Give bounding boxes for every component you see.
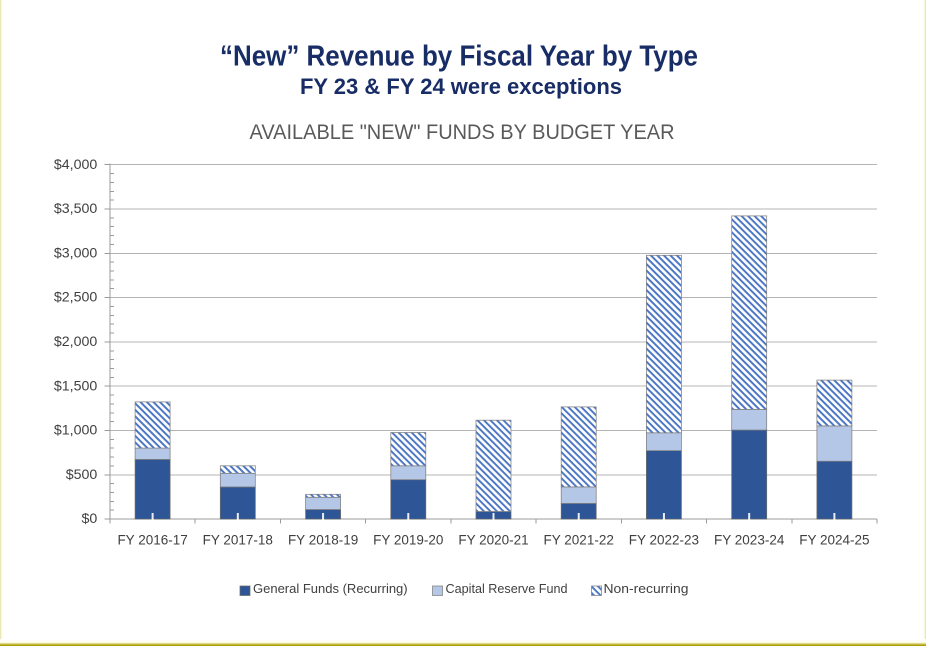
svg-text:$1,500: $1,500 [54,378,98,394]
svg-text:FY 2018-19: FY 2018-19 [288,532,358,547]
svg-text:$500: $500 [66,467,98,483]
svg-text:FY 2022-23: FY 2022-23 [629,532,699,547]
svg-text:FY 2024-25: FY 2024-25 [799,532,869,547]
svg-text:$3,000: $3,000 [54,245,98,261]
svg-text:FY 23 & FY 24 were exceptions: FY 23 & FY 24 were exceptions [300,74,622,99]
svg-text:FY 2021-22: FY 2021-22 [544,532,614,547]
svg-text:AVAILABLE "NEW" FUNDS BY BUDGE: AVAILABLE "NEW" FUNDS BY BUDGET YEAR [250,120,675,144]
svg-text:$0: $0 [82,511,98,527]
svg-text:Capital Reserve Fund: Capital Reserve Fund [446,581,568,596]
svg-text:$1,000: $1,000 [54,423,98,439]
svg-text:FY 2016-17: FY 2016-17 [117,532,187,547]
svg-text:$4,000: $4,000 [54,157,98,173]
svg-text:Non-recurring: Non-recurring [604,581,689,596]
svg-text:FY 2023-24: FY 2023-24 [714,532,785,547]
svg-text:“New” Revenue by Fiscal Year b: “New” Revenue by Fiscal Year by Type [220,40,698,72]
svg-text:FY 2019-20: FY 2019-20 [373,532,443,547]
svg-text:$2,000: $2,000 [54,334,98,350]
svg-text:$3,500: $3,500 [54,201,98,217]
svg-text:$2,500: $2,500 [54,290,98,306]
svg-text:General Funds (Recurring): General Funds (Recurring) [253,581,408,596]
svg-text:FY 2020-21: FY 2020-21 [458,532,528,547]
svg-text:FY 2017-18: FY 2017-18 [203,532,273,547]
